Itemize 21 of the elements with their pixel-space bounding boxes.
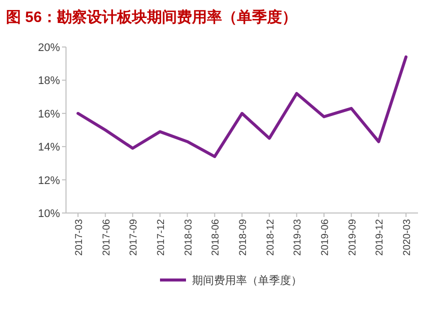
legend-label: 期间费用率（单季度） — [192, 274, 302, 287]
x-tick-label: 2019-09 — [347, 218, 358, 256]
x-tick-label: 2019-12 — [374, 218, 386, 256]
x-tick-label: 2017-09 — [128, 218, 140, 256]
x-tick-label: 2020-03 — [402, 218, 413, 256]
y-tick-label: 14% — [38, 142, 60, 154]
x-tick-label: 2018-06 — [210, 218, 222, 256]
x-tick-label: 2017-12 — [156, 218, 167, 256]
x-tick-label: 2017-06 — [101, 218, 112, 256]
x-tick-label: 2018-09 — [238, 218, 249, 256]
y-tick-label: 20% — [38, 42, 60, 54]
x-tick-label: 2017-03 — [74, 218, 85, 256]
x-tick-label: 2019-06 — [320, 218, 331, 256]
x-tick-label: 2019-03 — [292, 218, 304, 256]
y-tick-label: 18% — [38, 75, 60, 88]
title: 图 56：勘察设计板块期间费用率（单季度） — [6, 9, 297, 26]
y-tick-label: 16% — [38, 108, 60, 120]
x-tick-label: 2018-12 — [265, 218, 276, 256]
y-tick-label: 12% — [38, 174, 60, 187]
x-tick-label: 2018-03 — [183, 218, 194, 256]
y-tick-label: 10% — [38, 208, 60, 220]
